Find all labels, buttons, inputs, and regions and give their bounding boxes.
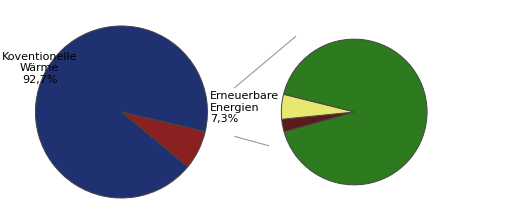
- Text: Koventionelle
Wärme
92,7%: Koventionelle Wärme 92,7%: [2, 52, 77, 85]
- Wedge shape: [283, 39, 426, 185]
- Wedge shape: [121, 112, 205, 167]
- Wedge shape: [281, 112, 354, 131]
- Text: Erneuerbare
Energien
7,3%: Erneuerbare Energien 7,3%: [210, 91, 279, 124]
- Wedge shape: [281, 94, 354, 119]
- Wedge shape: [35, 26, 207, 198]
